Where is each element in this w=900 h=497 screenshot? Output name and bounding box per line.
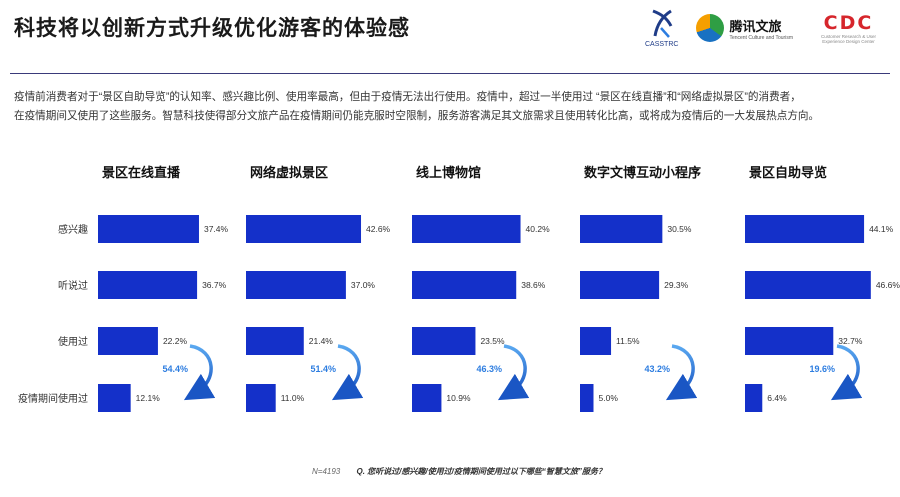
casstrc-logo-icon xyxy=(652,9,673,38)
conversion-rate-label: 43.2% xyxy=(644,364,670,374)
bar-value-label: 32.7% xyxy=(838,336,863,346)
bar xyxy=(98,384,131,412)
bar-value-label: 38.6% xyxy=(521,280,546,290)
bar xyxy=(246,327,304,355)
panel-title: 景区在线直播 xyxy=(102,165,181,180)
tencent-logo-subtext: Tencent Culture and Tourism xyxy=(729,34,793,41)
conversion-rate-label: 19.6% xyxy=(809,364,835,374)
bar-value-label: 40.2% xyxy=(526,224,551,234)
bar-value-label: 11.0% xyxy=(281,393,305,403)
intro-line-1: 疫情前消费者对于“景区自助导览”的认知率、感兴趣比例、使用率最高，但由于疫情无法… xyxy=(14,91,801,103)
tencent-culture-tourism-logo-icon xyxy=(696,14,725,42)
tencent-culture-tourism-logo: 腾讯文旅 Tencent Culture and Tourism xyxy=(696,14,793,42)
bar-value-label: 23.5% xyxy=(480,336,505,346)
conversion-arrow xyxy=(183,344,216,401)
bar-value-label: 42.6% xyxy=(366,224,391,234)
panel-title: 网络虚拟景区 xyxy=(250,165,328,180)
bar xyxy=(745,327,834,355)
bar-value-label: 44.1% xyxy=(869,224,894,234)
conversion-arrow xyxy=(665,344,698,401)
bar xyxy=(98,215,199,243)
casstrc-logo-text: CASSTRC xyxy=(644,41,679,48)
bar xyxy=(580,384,594,412)
bar-value-label: 11.5% xyxy=(616,336,640,346)
category-label: 疫情期间使用过 xyxy=(18,392,88,405)
bar xyxy=(98,327,158,355)
bar xyxy=(745,384,763,412)
bar xyxy=(246,384,276,412)
conversion-arrow xyxy=(830,344,863,401)
sample-size: N=4193 xyxy=(312,467,341,476)
cdc-logo: CDC Customer Research & User Experience … xyxy=(811,12,886,44)
bar-value-label: 36.7% xyxy=(202,280,227,290)
tencent-logo-text: 腾讯文旅 xyxy=(729,18,782,34)
conversion-rate-label: 46.3% xyxy=(476,364,502,374)
bar xyxy=(98,271,198,299)
bar-value-label: 37.4% xyxy=(204,224,229,234)
bar-value-label: 22.2% xyxy=(163,336,188,346)
intro-line-2: 在疫情期间又使用了这些服务。智慧科技使得部分文旅产品在疫情期间仍能克服时空限制，… xyxy=(14,110,820,122)
bar xyxy=(412,215,521,243)
conversion-arrow xyxy=(331,344,364,401)
panel-title: 线上博物馆 xyxy=(416,165,481,180)
panel-title: 景区自助导览 xyxy=(749,165,827,180)
conversion-rate-label: 51.4% xyxy=(310,364,336,374)
bar-value-label: 5.0% xyxy=(599,393,619,403)
bar xyxy=(580,271,660,299)
intro-paragraph: 疫情前消费者对于“景区自助导览”的认知率、感兴趣比例、使用率最高，但由于疫情无法… xyxy=(14,88,886,126)
bar xyxy=(745,271,871,299)
casstrc-logo: CASSTRC xyxy=(645,8,678,48)
category-label: 使用过 xyxy=(58,335,88,348)
bar xyxy=(745,215,865,243)
category-label: 感兴趣 xyxy=(58,223,88,236)
category-label: 听说过 xyxy=(58,279,88,292)
bar xyxy=(246,215,362,243)
bar-value-label: 12.1% xyxy=(136,393,161,403)
bar xyxy=(412,384,442,412)
bar-value-label: 46.6% xyxy=(876,280,900,290)
bar xyxy=(246,271,346,299)
bar xyxy=(412,271,517,299)
cdc-logo-icon: CDC xyxy=(823,12,874,34)
page-title: 科技将以创新方式升级优化游客的体验感 xyxy=(14,17,410,40)
footer-note: N=4193 Q. 您听说过/感兴趣/使用过/疫情期间使用过以下哪些“智慧文旅”… xyxy=(312,466,606,477)
bar-value-label: 37.0% xyxy=(351,280,376,290)
bar xyxy=(580,327,612,355)
logo-bar: CASSTRC 腾讯文旅 Tencent Culture and Tourism… xyxy=(645,8,886,48)
header-divider xyxy=(10,73,890,74)
bar-value-label: 30.5% xyxy=(667,224,692,234)
cdc-logo-subtext: Customer Research & User Experience Desi… xyxy=(820,34,877,44)
bar xyxy=(580,215,663,243)
bar xyxy=(412,327,476,355)
conversion-rate-label: 54.4% xyxy=(162,364,188,374)
bar-value-label: 29.3% xyxy=(664,280,689,290)
bar-value-label: 6.4% xyxy=(767,393,787,403)
bar-value-label: 10.9% xyxy=(446,393,471,403)
survey-question: Q. 您听说过/感兴趣/使用过/疫情期间使用过以下哪些“智慧文旅”服务？ xyxy=(356,467,606,476)
panel-title: 数字文博互动小程序 xyxy=(584,165,701,180)
conversion-arrow xyxy=(497,344,530,401)
bar-value-label: 21.4% xyxy=(309,336,334,346)
